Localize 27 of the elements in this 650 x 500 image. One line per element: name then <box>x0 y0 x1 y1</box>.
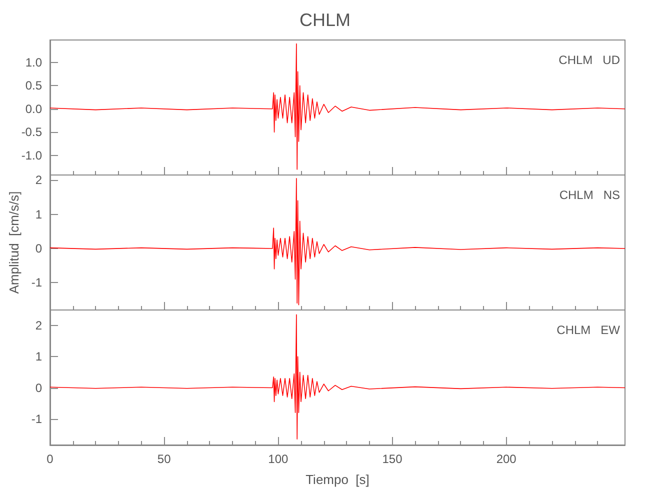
annotation: CHLM UD <box>558 53 620 67</box>
x-tick-label: 100 <box>268 452 289 466</box>
y-tick-label: 1.0 <box>25 55 42 70</box>
y-tick-label: -1.0 <box>21 148 42 162</box>
x-tick-label: 50 <box>157 452 172 466</box>
line-series <box>50 314 626 440</box>
y-tick-label: -1 <box>31 276 42 290</box>
y-tick-label: 0 <box>35 241 42 256</box>
line-series <box>50 178 626 306</box>
y-tick-label: 2 <box>35 318 42 333</box>
x-tick-label: 200 <box>496 452 517 466</box>
y-tick-label: -1 <box>31 412 42 426</box>
chart-title: CHLM <box>299 10 351 30</box>
y-tick-label: 1 <box>35 350 42 364</box>
line-series <box>50 43 626 170</box>
x-tick-label: 0 <box>46 452 54 466</box>
x-axis-title: Tiempo [s] <box>306 472 370 487</box>
annotation: CHLM EW <box>556 323 621 337</box>
x-tick-label: 150 <box>382 452 403 466</box>
y-tick-label: 0.5 <box>25 78 42 93</box>
y-tick-label: 1 <box>35 207 42 222</box>
annotation: CHLM NS <box>559 188 620 202</box>
y-axis-title: Amplitud [cm/s/s] <box>6 191 22 294</box>
y-tick-label: 0 <box>35 380 42 395</box>
y-tick-label: 0.0 <box>25 102 42 116</box>
y-tick-label: -0.5 <box>21 125 42 140</box>
y-tick-label: 2 <box>35 173 42 188</box>
